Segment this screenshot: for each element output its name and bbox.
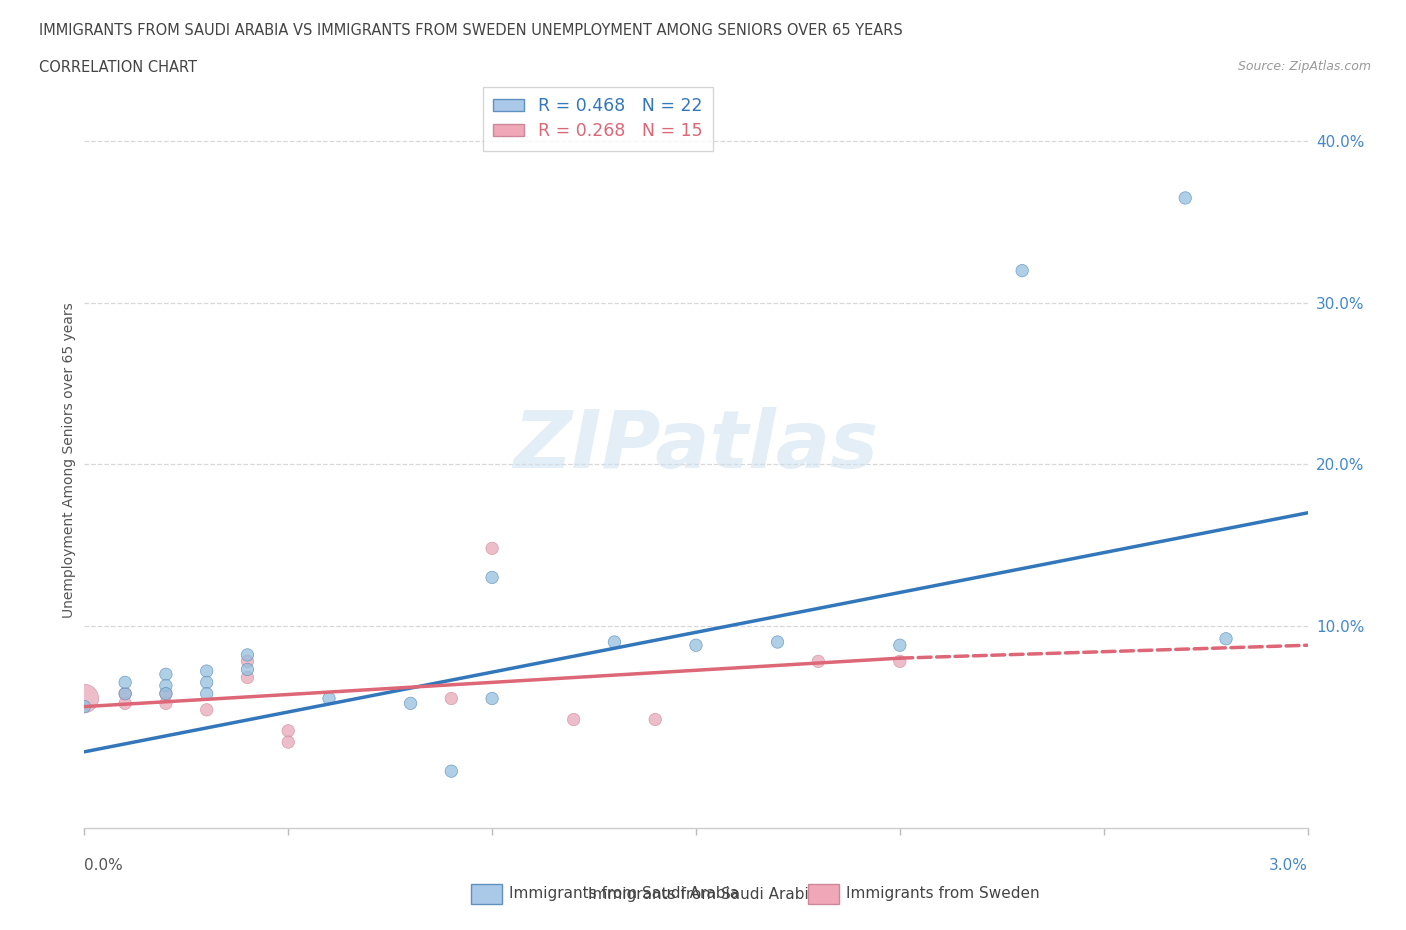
- Text: CORRELATION CHART: CORRELATION CHART: [39, 60, 197, 75]
- Point: [236, 654, 259, 669]
- Point: [195, 686, 218, 701]
- Point: [1174, 191, 1197, 206]
- Point: [73, 699, 96, 714]
- Text: Immigrants from Sweden: Immigrants from Sweden: [846, 886, 1040, 901]
- Text: 0.0%: 0.0%: [84, 858, 124, 873]
- Point: [114, 675, 136, 690]
- Point: [155, 686, 177, 701]
- Point: [440, 764, 463, 778]
- Point: [236, 671, 259, 685]
- Point: [440, 691, 463, 706]
- Text: 3.0%: 3.0%: [1268, 858, 1308, 873]
- Point: [114, 686, 136, 701]
- Point: [155, 678, 177, 693]
- Point: [195, 702, 218, 717]
- Text: ZIPatlas: ZIPatlas: [513, 406, 879, 485]
- Point: [399, 696, 422, 711]
- Point: [195, 664, 218, 679]
- Point: [481, 541, 503, 556]
- Point: [562, 712, 585, 727]
- Point: [277, 724, 299, 738]
- Legend: R = 0.468   N = 22, R = 0.268   N = 15: R = 0.468 N = 22, R = 0.268 N = 15: [482, 87, 713, 151]
- Point: [114, 686, 136, 701]
- Text: IMMIGRANTS FROM SAUDI ARABIA VS IMMIGRANTS FROM SWEDEN UNEMPLOYMENT AMONG SENIOR: IMMIGRANTS FROM SAUDI ARABIA VS IMMIGRAN…: [39, 23, 903, 38]
- Point: [481, 691, 503, 706]
- Point: [603, 634, 626, 649]
- Point: [155, 696, 177, 711]
- Point: [236, 662, 259, 677]
- Point: [236, 647, 259, 662]
- Point: [685, 638, 707, 653]
- Text: Immigrants from Saudi Arabia: Immigrants from Saudi Arabia: [509, 886, 740, 901]
- Point: [114, 696, 136, 711]
- Point: [1011, 263, 1033, 278]
- Point: [155, 686, 177, 701]
- Point: [807, 654, 830, 669]
- Point: [644, 712, 666, 727]
- Point: [155, 667, 177, 682]
- Y-axis label: Unemployment Among Seniors over 65 years: Unemployment Among Seniors over 65 years: [62, 302, 76, 618]
- Point: [1215, 631, 1237, 646]
- Point: [889, 654, 911, 669]
- Point: [277, 735, 299, 750]
- Text: Source: ZipAtlas.com: Source: ZipAtlas.com: [1237, 60, 1371, 73]
- Point: [195, 675, 218, 690]
- Point: [318, 691, 340, 706]
- Point: [889, 638, 911, 653]
- Point: [73, 691, 96, 706]
- Text: Immigrants from Saudi Arabia: Immigrants from Saudi Arabia: [588, 887, 818, 902]
- Point: [766, 634, 789, 649]
- Point: [481, 570, 503, 585]
